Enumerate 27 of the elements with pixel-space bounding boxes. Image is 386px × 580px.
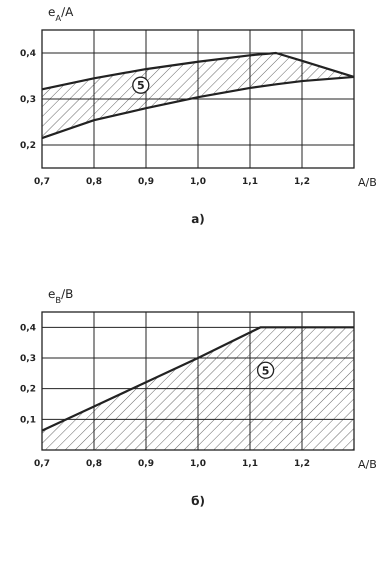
annotation: 5 [262,364,270,378]
x-tick-label: 1,2 [294,177,310,187]
x-tick-label: 0,9 [138,177,154,187]
x-tick-label: 1,2 [294,459,310,469]
x-tick-label: 0,7 [34,459,50,469]
text: a) [191,212,205,226]
x-tick-label: 0,8 [86,459,102,469]
y-tick-label: 0,4 [20,323,36,334]
x-tick-label: 1,1 [242,177,258,187]
y-tick-label: 0,2 [20,141,36,151]
y-tick-label: 0,4 [20,49,36,59]
x-tick-label: 0,9 [138,459,154,469]
x-tick-label: 0,7 [34,177,50,187]
text: б) [191,494,205,508]
x-tick-label: 1,0 [190,459,206,469]
x-tick-label: 1,0 [190,177,206,187]
annotation: 5 [136,79,145,92]
x-axis-title: A/B [358,176,377,189]
x-axis-title: A/B [358,458,377,471]
x-tick-label: 0,8 [86,177,102,187]
y-axis-title: e$_{A}$/A [48,5,74,23]
y-tick-label: 0,2 [20,384,36,395]
y-tick-label: 0,3 [20,95,36,105]
y-tick-label: 0,3 [20,354,36,364]
y-axis-title: e$_{B}$/B [48,287,74,305]
x-tick-label: 1,1 [242,459,258,469]
y-tick-label: 0,1 [20,415,36,426]
